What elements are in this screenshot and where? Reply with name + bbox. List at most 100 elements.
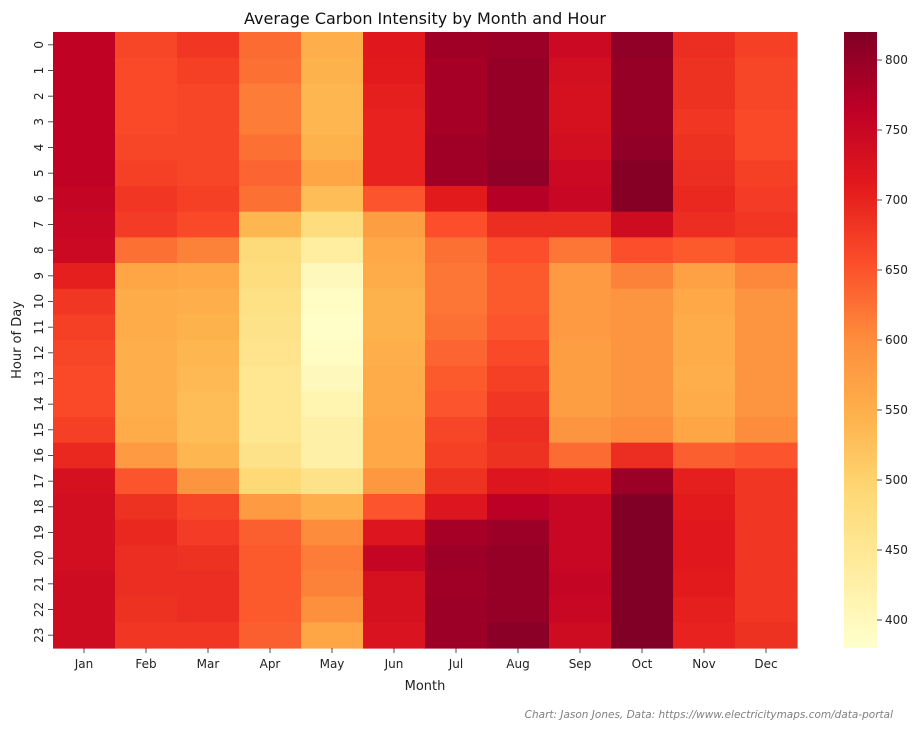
heatmap-cell — [115, 596, 178, 623]
heatmap-cell — [549, 494, 612, 521]
y-tick-label: 12 — [32, 345, 46, 360]
heatmap-cell — [611, 186, 674, 213]
heatmap-cell — [363, 32, 426, 59]
heatmap-cell — [301, 83, 364, 110]
heatmap-cell — [177, 57, 240, 84]
heatmap-cell — [735, 263, 798, 290]
heatmap-cell — [53, 494, 116, 521]
x-tick-label: Aug — [506, 657, 529, 671]
heatmap-cell — [487, 468, 550, 495]
x-tick-label: Mar — [197, 657, 220, 671]
heatmap-cell — [673, 314, 736, 341]
heatmap-cell — [301, 494, 364, 521]
heatmap-cell — [673, 391, 736, 418]
heatmap-cell — [425, 519, 488, 546]
y-tick-label: 13 — [32, 371, 46, 386]
heatmap-cell — [301, 186, 364, 213]
heatmap-cell — [549, 365, 612, 392]
heatmap-cell — [487, 288, 550, 315]
heatmap-cell — [735, 391, 798, 418]
heatmap-cell — [177, 442, 240, 469]
heatmap-cell — [425, 134, 488, 161]
heatmap-cell — [735, 109, 798, 136]
heatmap-cell — [735, 186, 798, 213]
heatmap-cell — [549, 32, 612, 59]
x-tick-label: Sep — [569, 657, 592, 671]
heatmap-cell — [549, 571, 612, 598]
heatmap-cell — [53, 391, 116, 418]
heatmap-cell — [673, 83, 736, 110]
colorbar-tick-label: 800 — [885, 53, 908, 67]
heatmap-cell — [673, 622, 736, 649]
heatmap-cell — [53, 32, 116, 59]
heatmap-cell — [239, 340, 302, 367]
heatmap-cell — [239, 32, 302, 59]
colorbar-tick-label: 550 — [885, 403, 908, 417]
heatmap-cell — [735, 442, 798, 469]
heatmap-cell — [735, 417, 798, 444]
heatmap-cell — [53, 442, 116, 469]
heatmap-cell — [301, 519, 364, 546]
heatmap-cell — [53, 186, 116, 213]
heatmap-cell — [735, 32, 798, 59]
y-tick-label: 15 — [32, 422, 46, 437]
colorbar-tick-label: 750 — [885, 123, 908, 137]
heatmap-cell — [425, 57, 488, 84]
heatmap-cell — [115, 571, 178, 598]
heatmap-cell — [673, 288, 736, 315]
heatmap-cell — [115, 288, 178, 315]
heatmap-cell — [611, 83, 674, 110]
y-tick-label: 16 — [32, 448, 46, 463]
heatmap-cell — [425, 340, 488, 367]
x-tick-label: Oct — [632, 657, 653, 671]
heatmap-cell — [115, 340, 178, 367]
heatmap-cell — [425, 109, 488, 136]
y-tick-label: 21 — [32, 576, 46, 591]
heatmap-cell — [53, 417, 116, 444]
x-tick-label: Nov — [692, 657, 715, 671]
heatmap-cell — [239, 365, 302, 392]
y-tick-label: 4 — [32, 144, 46, 152]
heatmap-cell — [177, 83, 240, 110]
heatmap-cell — [673, 211, 736, 238]
heatmap-cell — [363, 468, 426, 495]
heatmap-cell — [115, 468, 178, 495]
heatmap-cell — [363, 391, 426, 418]
heatmap-cell — [53, 83, 116, 110]
heatmap-cell — [549, 596, 612, 623]
heatmap-cell — [425, 186, 488, 213]
heatmap-cell — [239, 109, 302, 136]
heatmap-cell — [673, 57, 736, 84]
heatmap-cell — [301, 365, 364, 392]
colorbar-tick-label: 450 — [885, 543, 908, 557]
heatmap-cell — [735, 365, 798, 392]
heatmap-cell — [425, 32, 488, 59]
y-tick-label: 9 — [32, 272, 46, 280]
heatmap-cell — [177, 340, 240, 367]
heatmap-cell — [487, 442, 550, 469]
heatmap-cell — [487, 365, 550, 392]
heatmap-cell — [301, 160, 364, 187]
heatmap-cell — [301, 288, 364, 315]
colorbar-tick-label: 400 — [885, 613, 908, 627]
heatmap-cell — [53, 288, 116, 315]
heatmap-cell — [115, 519, 178, 546]
heatmap-cell — [735, 468, 798, 495]
heatmap-cell — [611, 442, 674, 469]
heatmap-cell — [301, 545, 364, 572]
heatmap-cell — [673, 519, 736, 546]
heatmap-cell — [611, 545, 674, 572]
heatmap-cell — [239, 571, 302, 598]
heatmap-cell — [549, 83, 612, 110]
heatmap-cell — [239, 288, 302, 315]
y-tick-label: 22 — [32, 602, 46, 617]
heatmap-cells — [53, 32, 798, 649]
heatmap-cell — [673, 365, 736, 392]
heatmap-cell — [425, 468, 488, 495]
heatmap-cell — [673, 468, 736, 495]
heatmap-cell — [487, 83, 550, 110]
y-tick-label: 8 — [32, 246, 46, 254]
heatmap-cell — [425, 263, 488, 290]
